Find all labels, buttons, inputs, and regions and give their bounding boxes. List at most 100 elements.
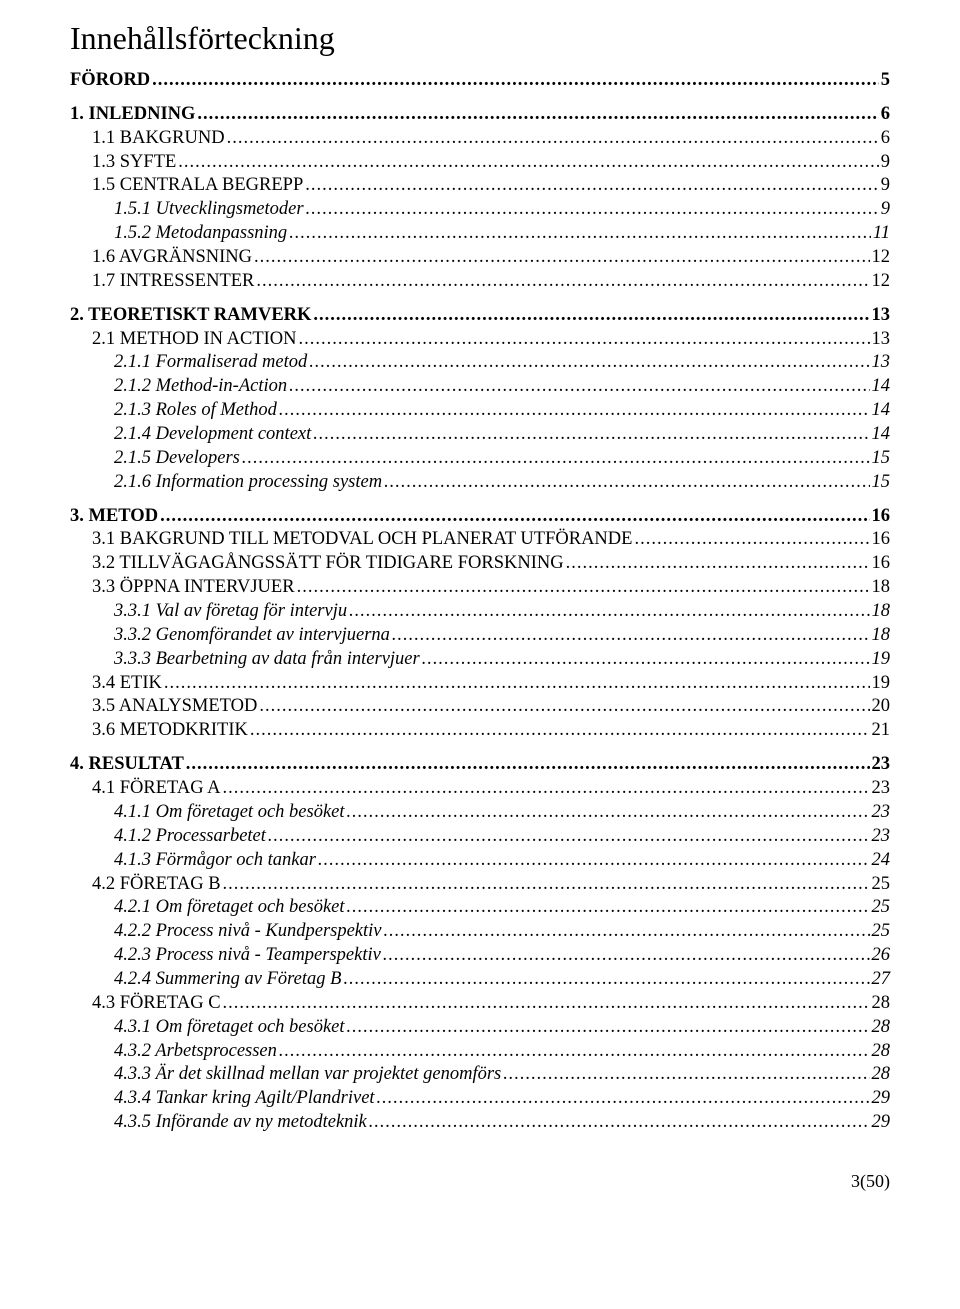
toc-entry: 1. INLEDNING6 [70,103,890,127]
toc-entry-label: 4.3.1 Om företaget och besöket [114,1016,345,1040]
toc-dot-leader [254,246,869,270]
toc-entry-label: 2.1.2 Method-in-Action [114,375,287,399]
toc-entry: 2.1.5 Developers 15 [70,447,890,471]
toc-entry-label: 1.5.1 Utvecklingsmetoder [114,198,304,222]
toc-entry-label: 4. RESULTAT [70,753,184,777]
toc-dot-leader [152,69,879,93]
toc-entry: 4.3.3 Är det skillnad mellan var projekt… [70,1063,890,1087]
toc-entry-label: 1.3 SYFTE [92,151,176,175]
toc-dot-leader [259,695,869,719]
toc-dot-leader [318,849,870,873]
toc-entry-page: 27 [872,968,891,992]
toc-entry: 2.1.3 Roles of Method 14 [70,399,890,423]
toc-entry-label: 3.6 METODKRITIK [92,719,248,743]
toc-dot-leader [384,920,870,944]
toc-dot-leader [223,777,870,801]
toc-entry-label: 1.6 AVGRÄNSNING [92,246,252,270]
toc-entry-label: 3.5 ANALYSMETOD [92,695,257,719]
toc-dot-leader [383,944,870,968]
toc-dot-leader [503,1063,869,1087]
toc-dot-leader [347,896,870,920]
toc-dot-leader [347,801,870,825]
toc-entry-label: 3. METOD [70,505,158,529]
toc-dot-leader [223,873,870,897]
toc-dot-leader [343,968,869,992]
toc-entry-page: 23 [872,801,891,825]
toc-entry: 4.3.4 Tankar kring Agilt/Plandrivet29 [70,1087,890,1111]
toc-entry-label: 3.3.1 Val av företag för intervju [114,600,347,624]
toc-entry-label: 1.5.2 Metodanpassning [114,222,287,246]
toc-entry-label: 1.5 CENTRALA BEGREPP [92,174,303,198]
toc-entry-page: 13 [872,351,891,375]
toc-entry-page: 13 [872,328,891,352]
toc-entry: 2.1 METHOD IN ACTION13 [70,328,890,352]
toc-entry: 1.5.1 Utvecklingsmetoder9 [70,198,890,222]
toc-entry-label: 1.7 INTRESSENTER [92,270,254,294]
toc-dot-leader [160,505,869,529]
toc-dot-leader [250,719,870,743]
toc-entry: 4.2.1 Om företaget och besöket25 [70,896,890,920]
toc-entry: 4.3.2 Arbetsprocessen 28 [70,1040,890,1064]
toc-dot-leader [227,127,879,151]
toc-dot-leader [347,1016,870,1040]
toc-dot-leader [279,1040,870,1064]
toc-entry-page: 9 [881,174,890,198]
table-of-contents: FÖRORD51. INLEDNING61.1 BAKGRUND61.3 SYF… [70,69,890,1135]
toc-entry-page: 25 [872,896,891,920]
toc-entry: 2.1.2 Method-in-Action 14 [70,375,890,399]
toc-dot-leader [422,648,870,672]
toc-entry: 1.5.2 Metodanpassning11 [70,222,890,246]
toc-entry-label: 4.3.4 Tankar kring Agilt/Plandrivet [114,1087,375,1111]
toc-entry-page: 19 [872,648,891,672]
toc-entry: 1.7 INTRESSENTER12 [70,270,890,294]
toc-entry-page: 12 [872,246,891,270]
toc-entry-page: 14 [872,375,891,399]
toc-entry-label: 4.3.2 Arbetsprocessen [114,1040,277,1064]
toc-entry: 1.6 AVGRÄNSNING 12 [70,246,890,270]
toc-entry: 4.3 FÖRETAG C28 [70,992,890,1016]
toc-entry-label: 3.4 ETIK [92,672,162,696]
toc-entry-label: 4.2.3 Process nivå - Teamperspektiv [114,944,381,968]
toc-dot-leader [384,471,869,495]
toc-entry: 3.1 BAKGRUND TILL METODVAL OCH PLANERAT … [70,528,890,552]
toc-entry-page: 16 [872,552,891,576]
toc-entry-page: 18 [872,600,891,624]
toc-entry-label: 2.1.3 Roles of Method [114,399,277,423]
toc-entry-page: 23 [872,753,891,777]
toc-entry-label: 4.1.3 Förmågor och tankar [114,849,316,873]
toc-dot-leader [242,447,870,471]
toc-entry-page: 19 [872,672,891,696]
toc-entry: 2. TEORETISKT RAMVERK13 [70,304,890,328]
toc-entry-page: 28 [872,1040,891,1064]
toc-entry: FÖRORD5 [70,69,890,93]
toc-entry-label: 4.3 FÖRETAG C [92,992,221,1016]
toc-dot-leader [178,151,878,175]
toc-entry-page: 25 [872,920,891,944]
toc-entry: 3.3.1 Val av företag för intervju 18 [70,600,890,624]
toc-entry-page: 28 [872,1063,891,1087]
toc-entry: 4.2.2 Process nivå - Kundperspektiv25 [70,920,890,944]
toc-entry: 4. RESULTAT 23 [70,753,890,777]
toc-dot-leader [369,1111,870,1135]
toc-entry: 2.1.1 Formaliserad metod13 [70,351,890,375]
toc-entry-label: FÖRORD [70,69,150,93]
toc-dot-leader [306,198,879,222]
toc-dot-leader [377,1087,870,1111]
toc-entry-label: 4.1.1 Om företaget och besöket [114,801,345,825]
toc-entry-page: 23 [872,777,891,801]
toc-entry-page: 16 [872,505,891,529]
toc-entry-page: 26 [872,944,891,968]
toc-entry-label: 4.1 FÖRETAG A [92,777,221,801]
toc-entry-page: 23 [872,825,891,849]
toc-entry-page: 24 [872,849,891,873]
toc-entry: 3.3.3 Bearbetning av data från intervjue… [70,648,890,672]
toc-entry-label: 4.3.3 Är det skillnad mellan var projekt… [114,1063,501,1087]
page-footer: 3(50) [70,1171,890,1192]
toc-entry-page: 15 [872,447,891,471]
toc-entry-page: 14 [872,399,891,423]
toc-entry-label: 1. INLEDNING [70,103,195,127]
toc-entry-label: 2.1.6 Information processing system [114,471,382,495]
toc-dot-leader [289,222,871,246]
toc-dot-leader [223,992,870,1016]
toc-entry-label: 2.1.5 Developers [114,447,240,471]
